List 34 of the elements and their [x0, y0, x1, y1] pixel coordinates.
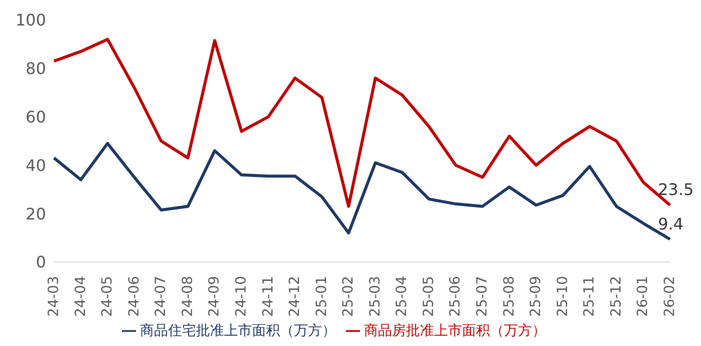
x-tick-label: 24-08 — [180, 276, 196, 317]
x-tick-label: 24-10 — [233, 276, 250, 317]
legend-label: 商品住宅批准上市面积（万方） — [140, 323, 336, 339]
x-tick-label: 24-05 — [100, 276, 116, 317]
x-tick-label: 25-05 — [420, 276, 437, 317]
x-tick-label: 26-01 — [635, 276, 652, 317]
x-tick-label: 24-09 — [206, 276, 223, 317]
x-tick-label: 25-07 — [474, 276, 491, 317]
x-tick-label: 25-06 — [448, 276, 464, 317]
x-tick-label: 24-12 — [287, 276, 304, 317]
x-tick-label: 25-10 — [554, 276, 571, 317]
x-tick-label: 26-02 — [662, 276, 678, 317]
x-tick-label: 25-03 — [367, 276, 384, 317]
x-tick-label: 25-01 — [314, 276, 330, 317]
x-tick-label: 25-04 — [394, 276, 410, 317]
x-tick-label: 25-12 — [608, 276, 624, 317]
y-tick-label: 80 — [26, 59, 46, 78]
x-tick-label: 24-07 — [153, 276, 170, 317]
data-label: 23.5 — [658, 180, 694, 200]
y-tick-label: 0 — [36, 252, 46, 272]
x-tick-label: 24-06 — [126, 276, 142, 317]
x-tick-label: 25-11 — [582, 276, 598, 317]
x-tick-label: 24-11 — [260, 276, 276, 317]
y-tick-label: 60 — [26, 107, 46, 126]
x-tick-label: 25-09 — [528, 276, 544, 317]
x-tick-label: 25-02 — [340, 276, 357, 317]
data-label: 9.4 — [658, 214, 684, 234]
y-tick-label: 20 — [26, 204, 46, 224]
y-tick-label: 40 — [26, 156, 46, 175]
legend-label: 商品房批准上市面积（万方） — [364, 323, 546, 339]
y-tick-label: 100 — [15, 10, 46, 30]
x-tick-label: 24-03 — [46, 276, 62, 317]
x-tick-label: 24-04 — [72, 276, 89, 317]
x-tick-label: 25-08 — [501, 276, 518, 317]
